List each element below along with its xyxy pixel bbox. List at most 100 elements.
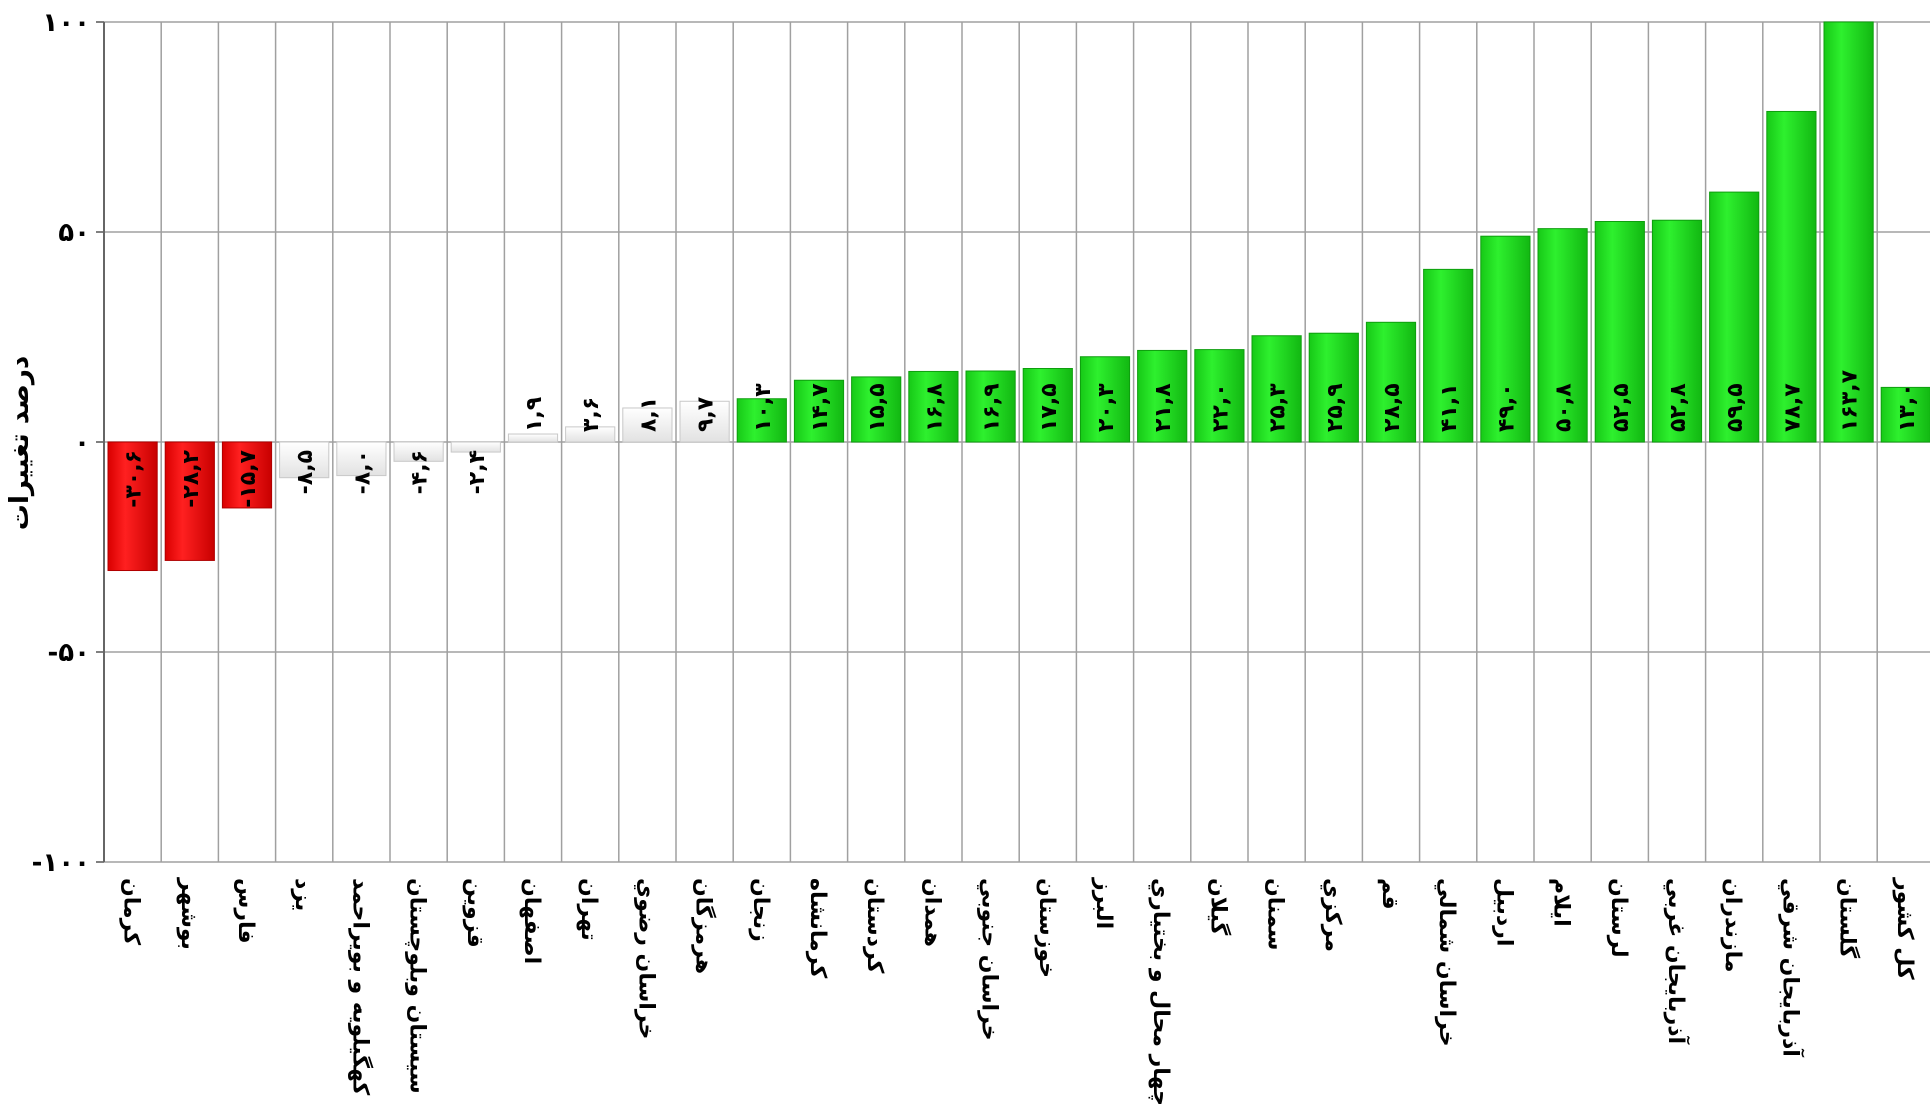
bar <box>164 441 215 561</box>
category-label: تهران <box>576 878 601 941</box>
bar-value-label: ۱,۹ <box>522 397 547 432</box>
bar <box>965 370 1016 443</box>
y-tick-label: ۵۰ <box>58 218 90 248</box>
bar <box>1079 356 1131 443</box>
bar-value-label: ۲۵,۹ <box>1323 383 1348 432</box>
category-label: گلستان <box>1835 878 1862 958</box>
bar-value-label: ۲۱,۸ <box>1151 383 1176 432</box>
bar-value-label: ۲۸,۵ <box>1380 383 1405 432</box>
bar-value-label: -۲,۴ <box>465 450 490 494</box>
bar-value-label: ۱۳,۰ <box>1895 383 1920 432</box>
bar-value-label: ۲۰,۳ <box>1094 383 1119 432</box>
value-labels: -۳۰,۶ -۲۸,۲ -۱۵,۷ -۸,۵ -۸,۰ -۴,۶ -۲,۴ ۱,۹ ۳,۶ ۸,۱… <box>122 369 1920 507</box>
bar-value-label: ۲۵,۳ <box>1266 383 1291 432</box>
y-tick-label: ۱۰۰ <box>42 8 90 38</box>
category-label: همدان <box>919 878 944 947</box>
category-label: فارس <box>233 878 258 944</box>
category-label: كرمانشاه <box>805 878 830 978</box>
bar-value-label: ۱۷,۵ <box>1037 383 1062 432</box>
bar <box>1594 221 1645 443</box>
category-label: مركزي <box>1320 878 1345 952</box>
bar <box>1308 332 1359 443</box>
bar <box>736 398 787 443</box>
bar-value-label: ۱۰,۳ <box>751 383 776 432</box>
bar <box>1137 349 1188 443</box>
bar-value-label: ۴۹,۰ <box>1494 383 1519 432</box>
category-label: اردبيل <box>1491 878 1516 946</box>
bar <box>336 441 387 477</box>
category-label: اصفهان <box>519 878 544 964</box>
bar <box>1194 349 1245 443</box>
bar <box>908 370 959 443</box>
bar <box>107 441 158 572</box>
bar <box>1651 219 1703 443</box>
category-label: ايلام <box>1549 878 1574 927</box>
category-label: لرستان <box>1606 878 1631 958</box>
category-label: كل كشور <box>1892 877 1917 980</box>
bar-value-label: ۹,۷ <box>694 396 719 432</box>
bar <box>1766 110 1817 443</box>
bar <box>679 400 730 443</box>
bar <box>1709 191 1760 443</box>
category-label: چهار محال و بختياري <box>1148 878 1173 1106</box>
bar-value-label: ۵۲,۵ <box>1609 383 1634 432</box>
category-label: یزد <box>290 878 315 911</box>
bar <box>851 376 902 443</box>
category-label: خراسان جنوبي <box>977 878 1002 1041</box>
bar <box>1022 368 1073 443</box>
category-label: زنجان <box>748 878 773 942</box>
category-label: كردستان <box>862 878 887 974</box>
category-label: قم <box>1377 878 1402 910</box>
bar-value-label: ۲۲,۰ <box>1208 383 1233 432</box>
bar <box>1880 386 1930 443</box>
bar <box>507 433 559 443</box>
axes: ۱۰۰ ۵۰ ۰ -۵۰ -۱۰۰ کرمان بوشهر فارس یزد کهگیلویه و… <box>32 8 1917 1106</box>
bar-value-label: ۱۴,۷ <box>808 383 833 432</box>
bar-value-label: -۴,۶ <box>408 450 433 494</box>
bar-value-label: -۳۰,۶ <box>122 450 147 508</box>
category-label: آذربايجان شرقي <box>1777 878 1805 1057</box>
bar <box>450 441 501 453</box>
bar-value-label: -۸,۰ <box>350 450 375 494</box>
bar-value-label: ۱۶,۸ <box>922 383 947 432</box>
bar-value-label: ۵۰,۸ <box>1552 383 1577 432</box>
bar <box>1365 321 1417 443</box>
category-label: هرمزگان <box>691 878 718 974</box>
bar-value-label: ۸,۱ <box>636 397 661 432</box>
category-label: کرمان <box>119 878 144 945</box>
category-label: خراسان رضوي <box>633 878 658 1039</box>
category-label: سمنان <box>1263 878 1288 950</box>
y-tick-label: ۰ <box>74 428 90 458</box>
category-label: سیستان وبلوچستان <box>405 878 430 1094</box>
bars <box>107 21 1930 572</box>
bar-value-label: ۳,۶ <box>579 397 604 432</box>
category-label: بوشهر <box>176 877 201 950</box>
bar <box>1480 235 1531 443</box>
bar <box>1251 335 1302 443</box>
category-label: مازندران <box>1720 878 1745 973</box>
bar-value-label: ۷۸,۷ <box>1780 383 1805 432</box>
bar-value-label: ۵۲,۸ <box>1666 383 1691 432</box>
bar <box>565 426 616 443</box>
bar-value-label: -۲۸,۲ <box>179 449 204 507</box>
bar-value-label: ۵۹,۵ <box>1723 383 1748 432</box>
bar <box>1423 268 1474 443</box>
bar <box>393 441 444 462</box>
y-tick-label: -۱۰۰ <box>32 848 90 878</box>
category-label: خوزستان <box>1034 878 1059 978</box>
category-label: کهگیلویه و بویراحمد <box>347 878 374 1096</box>
bar-value-label: -۸,۵ <box>293 450 318 494</box>
category-label: خراسان شمالي <box>1434 878 1459 1047</box>
bar <box>1823 21 1874 443</box>
bar-value-label: ۱۵,۵ <box>865 383 890 432</box>
category-label: آذربايجان غربي <box>1663 878 1691 1045</box>
bar <box>622 407 673 443</box>
y-axis-title: درصد تغییرات <box>5 356 35 530</box>
bar <box>221 441 273 509</box>
category-label: قزوین <box>462 878 487 948</box>
category-label: البرز <box>1091 877 1116 929</box>
bar-value-label: ۴۱,۱ <box>1437 383 1462 432</box>
bar-value-label: -۱۵,۷ <box>236 449 261 507</box>
